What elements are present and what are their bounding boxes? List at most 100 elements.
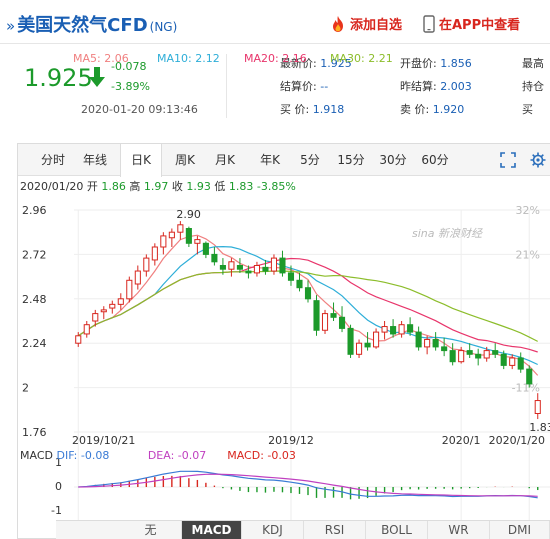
candle-body — [168, 231, 175, 239]
ma20-legend: MA20: 2.16 — [244, 52, 307, 65]
candle-body — [100, 309, 107, 313]
candle-body — [364, 342, 371, 348]
tab-weekly-k[interactable]: 周K — [175, 153, 195, 167]
fullscreen-icon[interactable] — [500, 152, 516, 168]
candle-body — [194, 239, 201, 244]
candle-body — [287, 272, 295, 281]
candle-body — [134, 270, 141, 285]
dif-line — [78, 470, 538, 499]
x-tick-label: 2020/1 — [442, 434, 481, 447]
candle-body — [304, 287, 312, 300]
indicator-tabs: 无 MACD KDJ RSI BOLL WR DMI — [56, 520, 550, 539]
candle-body — [117, 298, 124, 305]
candle-body — [143, 257, 150, 272]
candle-body — [313, 300, 320, 331]
y-tick-label: 2.48 — [22, 293, 47, 306]
pct-tick-label: 32% — [516, 204, 540, 217]
candle-body — [398, 324, 405, 335]
high-price-field: 最高 — [522, 57, 544, 70]
y-tick-label: 2 — [22, 382, 29, 395]
candle-body — [407, 324, 414, 333]
tab-monthly-k[interactable]: 月K — [215, 153, 235, 167]
candle-body — [253, 265, 260, 274]
candle-body — [415, 331, 422, 348]
indicator-boll[interactable]: BOLL — [366, 521, 428, 539]
dea-line — [78, 473, 538, 497]
settings-icon[interactable] — [530, 152, 546, 168]
candle-body — [245, 270, 252, 274]
candle-body — [126, 279, 133, 300]
indicator-rsi[interactable]: RSI — [304, 521, 366, 539]
y-tick-label: 2.24 — [22, 337, 47, 350]
tab-intraday[interactable]: 分时 — [40, 153, 65, 167]
tab-yearly-k[interactable]: 年K — [260, 153, 280, 167]
indicator-wr[interactable]: WR — [428, 521, 490, 539]
candle-body — [517, 357, 524, 370]
price-change-percent: -3.89% — [111, 80, 150, 93]
candle-body — [500, 353, 507, 366]
candle-body — [75, 335, 82, 344]
y-tick-label: 2.72 — [22, 248, 47, 261]
tab-year-line[interactable]: 年线 — [82, 153, 107, 167]
indicator-kdj[interactable]: KDJ — [242, 521, 304, 539]
ma5-legend: MA5: 2.06 — [73, 52, 129, 65]
candle-body — [279, 257, 286, 274]
period-tabs: 分时 年线 日K 周K 月K 年K 5分 15分 30分 60分 — [18, 144, 550, 177]
view-in-app-button[interactable]: 在APP中查看 — [423, 14, 520, 33]
candle-body — [356, 342, 363, 355]
tab-15min[interactable]: 15分 — [337, 153, 365, 167]
dif-value: DIF: -0.08 — [56, 449, 110, 462]
candle-body — [330, 313, 337, 318]
y-tick-label: 2.96 — [22, 204, 47, 217]
candle-body — [424, 339, 431, 348]
bid-price-field: 买 价: 1.918 — [280, 103, 345, 116]
candle-body — [321, 313, 329, 331]
tab-daily-k[interactable]: 日K — [120, 144, 162, 177]
x-tick-label: 2020/1/20 — [489, 434, 545, 447]
tab-5min[interactable]: 5分 — [300, 153, 320, 167]
quote-timestamp: 2020-01-20 09:13:46 — [81, 103, 198, 116]
candle-body — [211, 253, 218, 263]
down-arrow-icon — [89, 67, 105, 87]
ma30-line — [77, 270, 538, 342]
tab-30min[interactable]: 30分 — [379, 153, 407, 167]
candle-body — [185, 228, 192, 244]
open-price-field: 开盘价: 1.856 — [400, 57, 472, 70]
candle-body — [475, 353, 482, 359]
indicator-dmi[interactable]: DMI — [490, 521, 550, 539]
candle-body — [373, 331, 380, 348]
candle-body — [177, 224, 184, 233]
candle-body — [449, 350, 456, 363]
candle-body — [483, 350, 490, 359]
flame-icon — [333, 15, 343, 32]
candle-body — [219, 265, 226, 270]
buy-volume-field: 买 — [522, 103, 533, 116]
dea-value: DEA: -0.07 — [147, 449, 207, 462]
instrument-code: (NG) — [149, 20, 178, 34]
indicator-none[interactable]: 无 — [120, 521, 182, 539]
pct-tick-label: 21% — [516, 248, 540, 261]
open-interest-field: 持仓 — [522, 80, 544, 93]
macd-legend-title: MACD — [20, 449, 53, 462]
tab-60min[interactable]: 60分 — [421, 153, 449, 167]
candle-body — [160, 235, 167, 248]
candle-body — [338, 316, 346, 329]
candle-body — [432, 339, 439, 348]
x-tick-label: 2019/12 — [268, 434, 314, 447]
pct-tick-label: -11% — [512, 382, 540, 395]
candle-body — [526, 368, 533, 385]
add-to-watchlist-button[interactable]: 添加自选 — [330, 14, 402, 33]
macd-tick-label: 1 — [55, 456, 62, 469]
indicator-macd[interactable]: MACD — [182, 521, 242, 539]
macd-value: MACD: -0.03 — [227, 449, 296, 462]
candle-body — [151, 246, 158, 261]
prev-settle-field: 昨结算: 2.003 — [400, 80, 472, 93]
candle-body — [466, 350, 473, 355]
price-change: -0.078 — [111, 60, 147, 73]
ma30-legend: MA30: 2.21 — [330, 52, 393, 65]
x-tick-label: 2019/10/21 — [72, 434, 135, 447]
candle-body — [347, 327, 354, 355]
macd-tick-label: -1 — [51, 504, 62, 517]
macd-tick-label: 0 — [55, 480, 62, 493]
